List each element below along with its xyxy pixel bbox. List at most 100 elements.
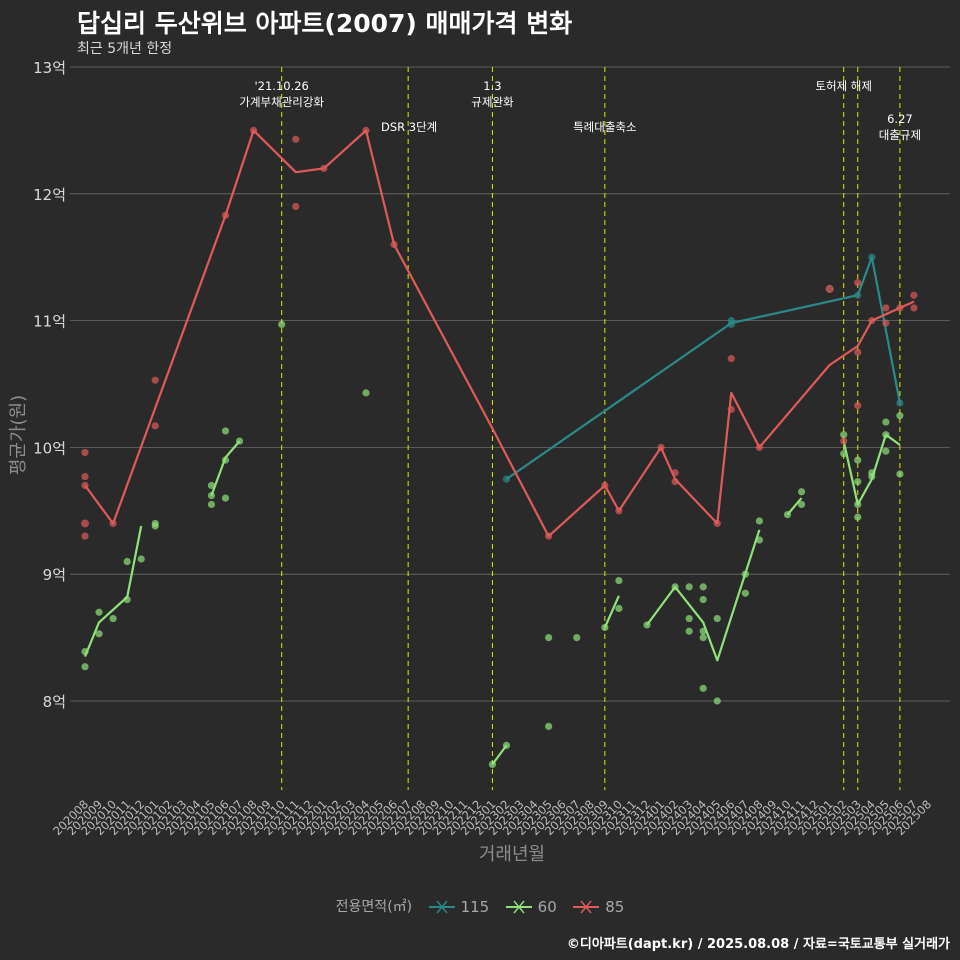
- cross-dot: [81, 519, 89, 528]
- point-85: [713, 519, 721, 528]
- point-60: [840, 431, 848, 439]
- point-85: [390, 240, 398, 249]
- point-60: [545, 722, 553, 730]
- point-85: [221, 211, 230, 219]
- point-60: [854, 500, 862, 509]
- point-60: [235, 437, 244, 445]
- point-85: [671, 478, 679, 486]
- point-60: [741, 570, 749, 578]
- point-60: [868, 472, 876, 481]
- cross-dot: [825, 284, 834, 293]
- x-tick-labels: 2020082020092020102020112020122021012021…: [50, 797, 934, 838]
- point-60: [207, 500, 216, 509]
- legend-item-85: 85: [571, 898, 624, 916]
- legend-item-115: 115: [427, 898, 489, 916]
- point-85: [896, 304, 904, 312]
- point-60: [81, 647, 89, 656]
- point-85: [362, 126, 370, 134]
- line-series-60: [491, 744, 508, 766]
- point-85: [615, 507, 623, 515]
- point-60: [573, 634, 581, 642]
- point-85: [151, 376, 159, 384]
- x-axis-label: 거래년월: [479, 844, 545, 865]
- point-60: [713, 697, 721, 705]
- point-60: [685, 583, 693, 591]
- point-60: [207, 491, 216, 500]
- event-label: 특례대출축소: [573, 120, 636, 134]
- event-label: DSR 3단계: [381, 120, 437, 134]
- point-85: [882, 319, 890, 327]
- point-60: [797, 500, 806, 509]
- point-85: [840, 437, 848, 445]
- point-60: [221, 456, 230, 464]
- point-60: [95, 608, 103, 616]
- point-60: [755, 536, 764, 544]
- point-115: [868, 253, 876, 261]
- y-tick-labels: 8억 9억 10억 11억 12억 13억: [33, 59, 66, 711]
- point-60: [882, 447, 890, 455]
- point-60: [882, 431, 890, 439]
- point-85: [854, 348, 862, 356]
- point-60: [699, 684, 707, 692]
- event-label: 토허제 해제: [815, 79, 872, 93]
- point-85: [601, 481, 609, 490]
- point-85: [292, 202, 300, 211]
- point-85: [545, 532, 553, 540]
- y-tick-label: 12억: [33, 186, 66, 204]
- point-85: [854, 401, 862, 410]
- point-60: [615, 604, 623, 613]
- point-60: [502, 741, 511, 749]
- event-label: 1.3 규제완화: [471, 79, 514, 109]
- point-60: [741, 589, 749, 597]
- point-85: [250, 126, 258, 134]
- legend-swatch-85: [573, 900, 600, 914]
- legend-item-60: 60: [504, 898, 557, 916]
- point-85: [320, 164, 328, 173]
- point-60: [278, 320, 286, 329]
- point-85: [671, 469, 679, 477]
- point-60: [123, 557, 131, 566]
- y-tick-label: 13억: [33, 59, 66, 77]
- y-tick-label: 9억: [43, 566, 66, 584]
- point-60: [685, 627, 693, 635]
- y-tick-label: 11억: [33, 313, 66, 331]
- point-60: [699, 627, 707, 635]
- point-60: [95, 630, 103, 638]
- series-points: [78, 126, 918, 769]
- legend-label-60: 60: [537, 898, 557, 916]
- source-caption: ©디아파트(dapt.kr) / 2025.08.08 / 자료=국토교통부 실…: [566, 937, 950, 952]
- point-115: [727, 320, 735, 329]
- point-85: [81, 532, 89, 540]
- point-60: [615, 576, 623, 585]
- point-85: [81, 448, 89, 457]
- y-tick-label: 10억: [33, 439, 66, 457]
- point-60: [81, 663, 89, 671]
- chart-title: 답십리 두산위브 아파트(2007) 매매가격 변화: [77, 9, 573, 38]
- point-60: [488, 760, 497, 769]
- point-60: [699, 583, 707, 591]
- point-60: [643, 621, 651, 629]
- point-60: [840, 450, 848, 458]
- chart-subtitle: 최근 5개년 한정: [77, 41, 173, 57]
- point-60: [783, 511, 792, 519]
- line-series-115: [505, 256, 901, 481]
- point-60: [699, 634, 707, 642]
- event-label: '21.10.26 가계부채관리강화: [239, 79, 324, 109]
- point-85: [868, 317, 876, 325]
- grid-lines: [70, 66, 950, 702]
- y-tick-label: 8억: [43, 693, 66, 711]
- y-axis-label: 평균가(원): [8, 395, 29, 475]
- cross-mark-85: [822, 282, 837, 296]
- point-60: [854, 513, 862, 521]
- legend-swatch-115: [428, 900, 455, 914]
- line-series-60: [646, 529, 761, 662]
- line-series-60: [786, 497, 803, 516]
- point-85: [882, 304, 890, 312]
- point-85: [910, 304, 918, 312]
- point-60: [545, 634, 553, 642]
- point-60: [601, 623, 609, 632]
- point-85: [755, 443, 764, 451]
- point-85: [292, 135, 300, 143]
- point-85: [81, 481, 89, 490]
